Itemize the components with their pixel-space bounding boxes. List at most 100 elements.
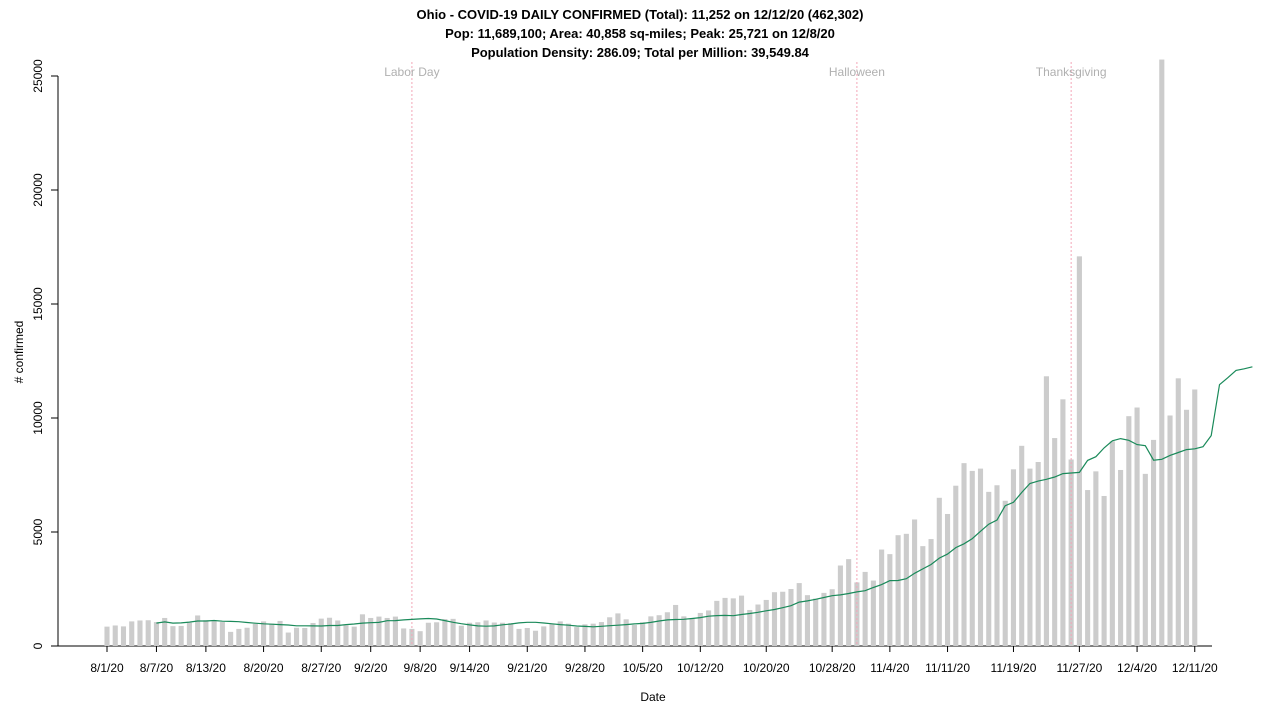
bar: [1076, 256, 1082, 646]
bar: [104, 626, 110, 646]
bar: [821, 592, 827, 646]
x-tick-label: 11/19/20: [991, 661, 1037, 675]
bar: [994, 485, 1000, 646]
bar: [557, 621, 563, 646]
bar: [920, 546, 926, 646]
bar: [1093, 471, 1099, 646]
bar: [359, 614, 366, 646]
y-axis-label: # confirmed: [12, 320, 26, 384]
bar: [607, 617, 613, 646]
bar: [796, 583, 802, 646]
bar: [368, 617, 374, 646]
x-tick-label: 8/1/20: [90, 661, 124, 675]
bar: [689, 618, 695, 646]
event-label: Halloween: [829, 65, 885, 79]
bar: [442, 619, 448, 646]
bar: [1159, 59, 1165, 646]
bar: [722, 597, 728, 646]
bar: [532, 630, 539, 646]
bar: [203, 620, 209, 646]
bar: [1109, 441, 1115, 646]
x-tick-label: 8/13/20: [186, 661, 226, 675]
bar: [351, 626, 357, 646]
bar: [1085, 490, 1091, 646]
bar: [1043, 376, 1049, 646]
bar: [491, 622, 497, 646]
bar: [417, 631, 423, 646]
bar: [870, 580, 876, 646]
bar: [392, 616, 398, 646]
bar: [615, 613, 621, 646]
y-tick-label: 0: [31, 642, 45, 649]
bar: [277, 620, 283, 646]
y-tick-label: 20000: [31, 173, 45, 207]
bar: [780, 591, 786, 646]
bar: [1118, 469, 1124, 646]
bar: [944, 513, 951, 646]
x-tick-label: 8/27/20: [301, 661, 341, 675]
x-tick-label: 8/20/20: [244, 661, 284, 675]
bar: [656, 615, 662, 646]
bar: [1126, 416, 1132, 646]
bar: [1151, 439, 1157, 646]
bar: [343, 625, 349, 646]
bar: [153, 622, 159, 646]
bar: [524, 627, 530, 646]
x-tick-label: 11/27/20: [1056, 661, 1102, 675]
bar: [697, 612, 703, 646]
bar: [211, 620, 217, 646]
bar: [953, 485, 959, 646]
bar: [310, 622, 316, 646]
bar: [648, 616, 654, 646]
x-tick-label: 10/12/20: [677, 661, 724, 675]
bar: [228, 631, 234, 646]
bar: [302, 627, 308, 646]
bar: [1192, 389, 1198, 646]
bar: [961, 463, 967, 646]
bar: [516, 628, 522, 646]
bar: [664, 612, 670, 646]
bar: [219, 622, 225, 646]
bar: [195, 615, 201, 646]
bar: [813, 598, 819, 646]
bar: [895, 535, 901, 646]
bar: [1019, 445, 1025, 646]
bar: [285, 632, 291, 646]
bar: [714, 600, 720, 646]
y-tick-label: 5000: [31, 518, 45, 545]
bar: [244, 627, 250, 646]
bar: [467, 622, 473, 646]
bar: [738, 595, 745, 646]
bar: [252, 623, 258, 646]
bar: [969, 470, 975, 646]
x-tick-label: 8/7/20: [140, 661, 174, 675]
bar: [887, 554, 893, 646]
bar: [376, 616, 382, 646]
bar: [912, 519, 918, 646]
bar: [384, 617, 390, 646]
bar: [236, 628, 242, 646]
bar: [829, 589, 835, 646]
chart-title-block: Ohio - COVID-19 DAILY CONFIRMED (Total):…: [0, 5, 1280, 62]
x-tick-label: 10/5/20: [623, 661, 663, 675]
bar: [450, 618, 456, 646]
bar: [837, 565, 843, 646]
bar: [936, 497, 942, 646]
bar: [1010, 469, 1017, 646]
bar: [879, 549, 885, 646]
bar: [120, 626, 127, 646]
bar: [1060, 399, 1066, 646]
bar: [269, 623, 275, 646]
bar: [541, 626, 547, 646]
bar: [631, 625, 637, 646]
x-tick-label: 12/4/20: [1117, 661, 1157, 675]
bar: [928, 539, 934, 646]
x-tick-label: 9/21/20: [507, 661, 547, 675]
x-tick-label: 11/11/20: [925, 661, 970, 675]
bar: [598, 622, 604, 646]
moving-average-line: [156, 366, 1253, 628]
bar: [862, 571, 868, 646]
x-tick-label: 9/2/20: [354, 661, 388, 675]
x-tick-label: 10/20/20: [743, 661, 790, 675]
x-tick-label: 11/4/20: [870, 661, 909, 675]
